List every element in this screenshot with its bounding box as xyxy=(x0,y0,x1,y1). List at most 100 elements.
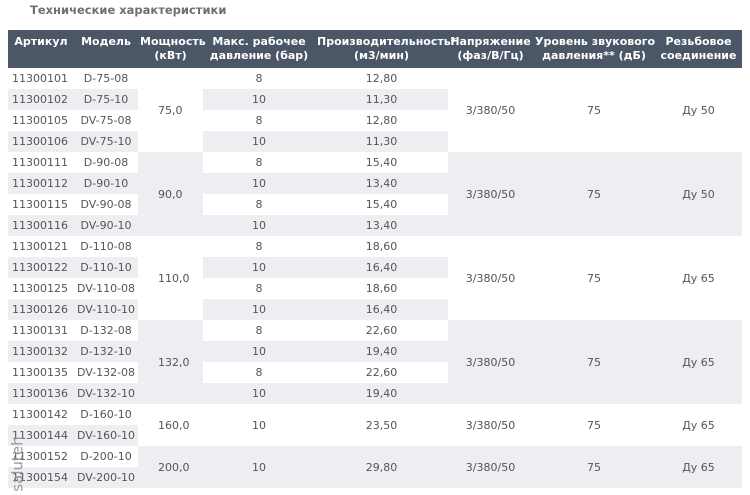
model-cell: D-200-10 xyxy=(74,446,138,467)
header-line: (фаз/В/Гц) xyxy=(457,49,524,62)
voltage-cell: 3/380/50 xyxy=(448,236,533,320)
column-header: Артикул xyxy=(8,30,74,68)
column-header: Резьбовое соединение xyxy=(655,30,742,68)
model-cell: DV-160-10 xyxy=(74,425,138,446)
model-cell: D-110-08 xyxy=(74,236,138,257)
pressure-cell: 10 xyxy=(203,446,315,488)
model-cell: D-132-10 xyxy=(74,341,138,362)
power-cell: 110,0 xyxy=(138,236,203,320)
capacity-cell: 22,60 xyxy=(315,320,448,341)
pressure-cell: 8 xyxy=(203,278,315,299)
header-line: (м3/мин) xyxy=(353,49,410,62)
watermark: saluteh xyxy=(8,436,27,492)
pressure-cell: 10 xyxy=(203,173,315,194)
pressure-cell: 8 xyxy=(203,320,315,341)
voltage-cell: 3/380/50 xyxy=(448,404,533,446)
pressure-cell: 10 xyxy=(203,383,315,404)
model-cell: DV-110-10 xyxy=(74,299,138,320)
article-cell: 11300136 xyxy=(8,383,74,404)
pressure-cell: 8 xyxy=(203,194,315,215)
voltage-cell: 3/380/50 xyxy=(448,320,533,404)
capacity-cell: 22,60 xyxy=(315,362,448,383)
article-cell: 11300131 xyxy=(8,320,74,341)
header-line: Резьбовое xyxy=(665,35,732,48)
thread-cell: Ду 50 xyxy=(655,68,742,152)
table-row: 11300122 D-110-10 10 16,40 xyxy=(8,257,742,278)
article-cell: 11300111 xyxy=(8,152,74,173)
model-cell: D-90-08 xyxy=(74,152,138,173)
model-cell: DV-200-10 xyxy=(74,467,138,488)
column-header: Уровень звукового давления** (дБ) xyxy=(533,30,655,68)
header-row: Артикул Модель Мощность (кВт) Макс. рабочее д… xyxy=(8,30,742,68)
article-cell: 11300154 xyxy=(8,467,74,488)
column-header: Производительность* (м3/мин) xyxy=(315,30,456,68)
power-cell: 160,0 xyxy=(138,404,203,446)
noise-cell: 75 xyxy=(533,152,655,236)
table-row: 11300152 D-200-10 200,0 10 29,80 3/380/50 75 Ду… xyxy=(8,446,742,488)
article-cell: 11300132 xyxy=(8,341,74,362)
power-cell: 75,0 xyxy=(138,68,203,152)
model-cell: DV-110-08 xyxy=(74,278,138,299)
header-line: Артикул xyxy=(14,35,68,48)
header-line: давление (бар) xyxy=(209,49,309,62)
table-row: 11300101 D-75-08 75,0 8 12,80 3/380/50 75 Ду 50 xyxy=(8,68,742,152)
table-row: 11300126 DV-110-10 10 16,40 xyxy=(8,299,742,320)
capacity-cell: 12,80 xyxy=(315,110,448,131)
header-line: Мощность xyxy=(140,35,206,48)
header-line: давления** (дБ) xyxy=(542,49,646,62)
noise-cell: 75 xyxy=(533,320,655,404)
pressure-cell: 8 xyxy=(203,110,315,131)
column-header: Напряжение (фаз/В/Гц) xyxy=(448,30,533,68)
table-row: 11300132 D-132-10 10 19,40 xyxy=(8,341,742,362)
model-cell: DV-75-10 xyxy=(74,131,138,152)
pressure-cell: 10 xyxy=(203,257,315,278)
capacity-cell: 19,40 xyxy=(315,341,448,362)
capacity-cell: 18,60 xyxy=(315,236,448,257)
power-cell: 132,0 xyxy=(138,320,203,404)
article-cell: 11300116 xyxy=(8,215,74,236)
capacity-cell: 18,60 xyxy=(315,278,448,299)
power-cell: 90,0 xyxy=(138,152,203,236)
model-cell: D-75-08 xyxy=(74,68,138,89)
thread-cell: Ду 65 xyxy=(655,446,742,488)
article-cell: 11300101 xyxy=(8,68,74,89)
capacity-cell: 19,40 xyxy=(315,383,448,404)
spec-table: Артикул Модель Мощность (кВт) Макс. рабочее д… xyxy=(8,30,742,488)
pressure-cell: 10 xyxy=(203,341,315,362)
header-line: (кВт) xyxy=(154,49,187,62)
article-cell: 11300144 xyxy=(8,425,74,446)
table-row: 11300125 DV-110-08 8 18,60 xyxy=(8,278,742,299)
column-header: Мощность (кВт) xyxy=(138,30,206,68)
table-row: 11300116 DV-90-10 10 13,40 xyxy=(8,215,742,236)
table-row: 11300111 D-90-08 90,0 8 15,40 3/380/50 75 Ду 50 xyxy=(8,152,742,236)
thread-cell: Ду 65 xyxy=(655,404,742,446)
pressure-cell: 8 xyxy=(203,236,315,257)
table-row: 11300154 DV-200-10 xyxy=(8,467,742,488)
pressure-cell: 10 xyxy=(203,89,315,110)
pressure-cell: 10 xyxy=(203,404,315,446)
capacity-cell: 29,80 xyxy=(315,446,448,488)
article-cell: 11300142 xyxy=(8,404,74,425)
pressure-cell: 8 xyxy=(203,68,315,89)
pressure-cell: 10 xyxy=(203,215,315,236)
capacity-cell: 23,50 xyxy=(315,404,448,446)
voltage-cell: 3/380/50 xyxy=(448,446,533,488)
noise-cell: 75 xyxy=(533,446,655,488)
article-cell: 11300125 xyxy=(8,278,74,299)
article-cell: 11300102 xyxy=(8,89,74,110)
column-header: Модель xyxy=(74,30,138,68)
model-cell: DV-90-08 xyxy=(74,194,138,215)
pressure-cell: 10 xyxy=(203,131,315,152)
thread-cell: Ду 50 xyxy=(655,152,742,236)
article-cell: 11300126 xyxy=(8,299,74,320)
voltage-cell: 3/380/50 xyxy=(448,152,533,236)
capacity-cell: 13,40 xyxy=(315,173,448,194)
power-cell: 200,0 xyxy=(138,446,203,488)
table-row: 11300112 D-90-10 10 13,40 xyxy=(8,173,742,194)
noise-cell: 75 xyxy=(533,404,655,446)
article-cell: 11300112 xyxy=(8,173,74,194)
model-cell: D-132-08 xyxy=(74,320,138,341)
header-line: Напряжение xyxy=(450,35,531,48)
